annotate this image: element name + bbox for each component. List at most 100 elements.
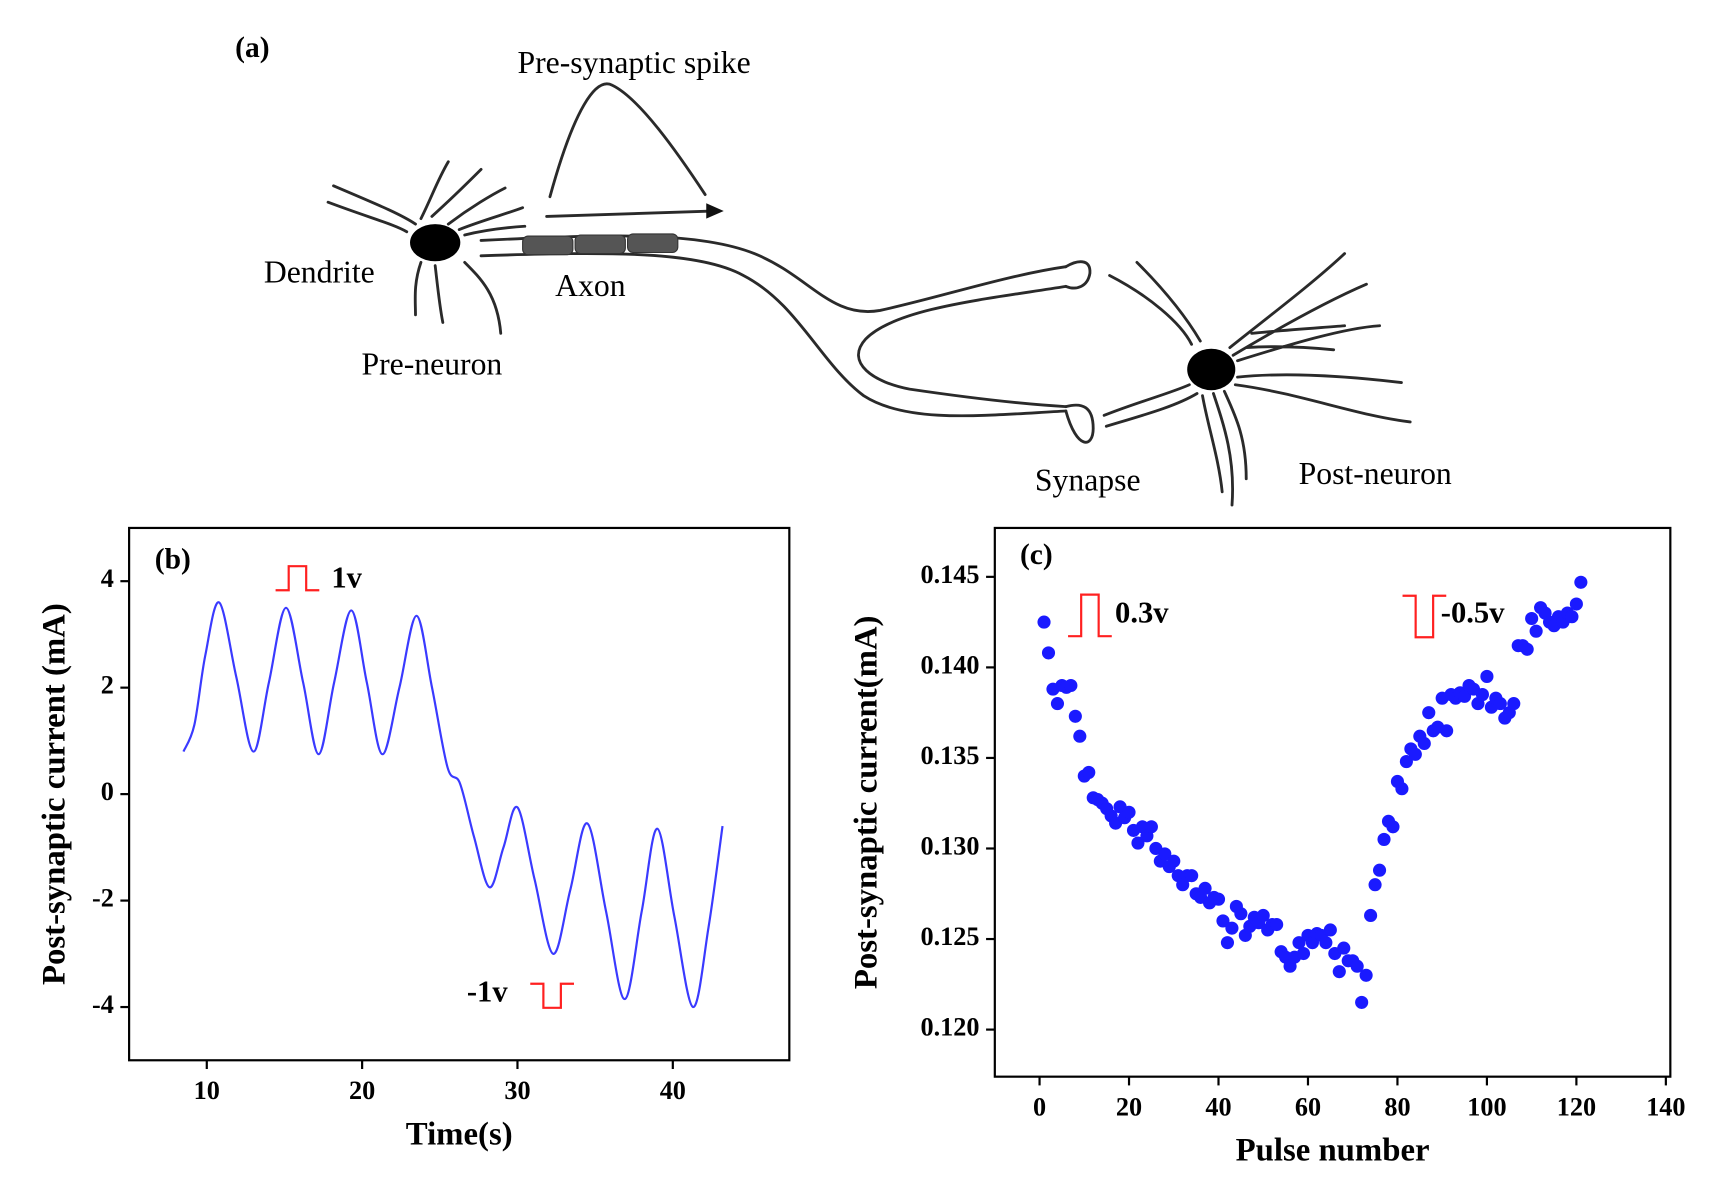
x-tick-label: 100 <box>1467 1092 1506 1121</box>
x-tick-label: 140 <box>1646 1092 1685 1121</box>
y-tick-label: 0.125 <box>921 922 980 951</box>
data-point <box>1368 878 1382 892</box>
spike-curve <box>548 82 707 199</box>
data-point <box>1185 869 1199 883</box>
data-point <box>1234 907 1248 921</box>
data-point <box>1422 706 1436 720</box>
data-point <box>1211 892 1226 906</box>
data-point <box>1256 908 1270 923</box>
y-tick-label: 0.140 <box>921 650 980 679</box>
data-point <box>1525 611 1539 626</box>
data-point <box>1350 959 1364 973</box>
x-tick-label: 20 <box>349 1076 375 1105</box>
data-point <box>1364 908 1378 923</box>
plot-frame <box>128 526 791 1062</box>
y-tick-label: 0 <box>101 777 114 806</box>
y-tick-label: 0.120 <box>921 1013 980 1042</box>
data-point <box>1037 615 1051 629</box>
axon-loop <box>857 284 1068 409</box>
data-point <box>1073 729 1087 743</box>
data-point <box>1457 689 1472 703</box>
axon-lower <box>479 252 1068 418</box>
data-line <box>182 601 724 1009</box>
pre-neuron-label: Pre-neuron <box>361 347 502 382</box>
data-point <box>1359 968 1373 982</box>
arrow-head <box>706 203 724 219</box>
data-point <box>1041 646 1056 660</box>
synapse-label: Synapse <box>1035 462 1141 497</box>
y-tick-label: 0.130 <box>921 832 980 861</box>
data-point <box>1319 936 1333 950</box>
data-point <box>1529 624 1543 638</box>
data-point <box>1399 755 1413 769</box>
data-point <box>1574 575 1588 589</box>
data-point <box>1355 995 1369 1009</box>
y-tick-label: 4 <box>101 564 114 593</box>
x-tick-label: 20 <box>1116 1092 1142 1121</box>
data-point <box>1167 854 1181 868</box>
data-point <box>1144 820 1158 834</box>
data-point <box>1323 923 1337 937</box>
axon-label: Axon <box>555 268 626 303</box>
data-point <box>1220 936 1235 950</box>
x-tick-label: 80 <box>1384 1092 1410 1121</box>
annotation: 0.3v <box>1115 595 1169 629</box>
terminal-upper <box>1064 260 1092 290</box>
y-tick-label: -4 <box>92 990 114 1019</box>
data-point <box>1565 610 1579 624</box>
data-point <box>1408 747 1422 761</box>
data-point <box>1292 936 1306 950</box>
data-point <box>1270 917 1284 932</box>
post-dendrites <box>1102 252 1412 507</box>
y-axis-label: Post-synaptic current(mA) <box>849 616 885 990</box>
data-point <box>1064 678 1078 693</box>
x-tick-label: 40 <box>660 1076 686 1105</box>
data-point <box>1480 669 1494 684</box>
data-point <box>1131 836 1145 850</box>
myelin <box>522 233 679 256</box>
data-point <box>1475 688 1490 702</box>
pre-dendrites <box>326 160 527 335</box>
data-point <box>1417 736 1431 751</box>
annotation: 1v <box>331 560 362 594</box>
data-point <box>1569 597 1583 611</box>
annotation: -1v <box>467 975 508 1009</box>
data-point <box>1225 921 1239 935</box>
pulse-icon <box>275 565 320 592</box>
y-tick-label: 2 <box>101 671 114 700</box>
x-tick-label: 0 <box>1033 1092 1046 1121</box>
x-tick-label: 30 <box>504 1076 530 1105</box>
data-point <box>1158 847 1172 861</box>
data-point <box>1216 914 1230 928</box>
data-point <box>1395 782 1409 796</box>
x-axis-label: Pulse number <box>1236 1133 1430 1169</box>
data-point <box>1493 697 1507 711</box>
data-point <box>1337 941 1351 955</box>
y-tick-label: 0.135 <box>921 741 980 770</box>
pre-nucleus <box>410 224 461 262</box>
neuron-diagram: (a) Pre-synaptic spike Dendrite Axon Pre… <box>235 32 1452 507</box>
data-point <box>1068 709 1082 723</box>
x-tick-label: 120 <box>1557 1092 1596 1121</box>
data-point <box>1198 881 1212 895</box>
panel-label: (b) <box>155 544 191 576</box>
chart-panel: 10 20 30 40 -4 -2 0 2 4 Time(s) Post-synaptic curr… <box>37 526 791 1152</box>
data-point <box>1050 697 1065 711</box>
terminal-lower <box>1064 403 1095 444</box>
annotation: -0.5v <box>1441 595 1505 629</box>
y-tick-label: -2 <box>92 884 114 913</box>
data-point <box>1386 820 1400 834</box>
panel-label: (c) <box>1020 539 1053 571</box>
data-point <box>1377 832 1391 846</box>
pulse-icon <box>1068 593 1112 638</box>
data-point <box>1332 965 1346 979</box>
axon-upper <box>479 234 1068 313</box>
post-nucleus <box>1187 348 1236 391</box>
plot-frame <box>993 526 1672 1078</box>
data-point <box>1440 724 1454 738</box>
data-point <box>1372 863 1387 877</box>
post-neuron-label: Post-neuron <box>1299 456 1452 491</box>
x-axis-label: Time(s) <box>406 1116 513 1152</box>
data-point <box>1296 946 1311 961</box>
